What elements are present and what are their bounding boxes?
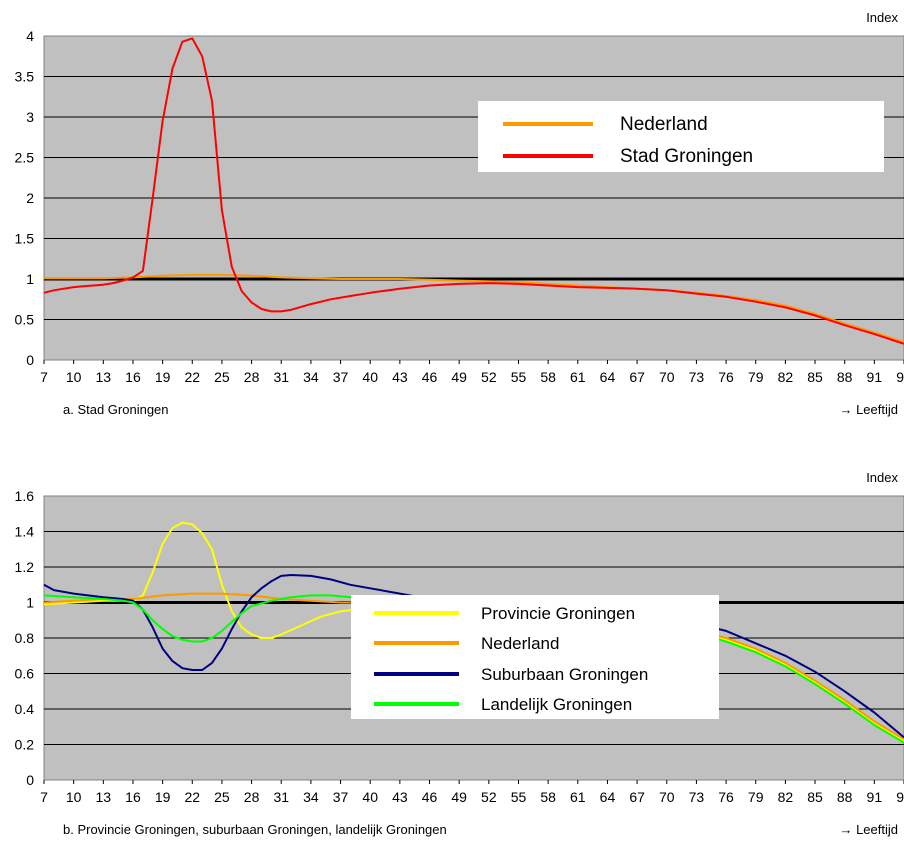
x-tick-label: 49 — [451, 789, 467, 805]
legend: Nederland Stad Groningen — [478, 101, 884, 172]
x-tick-label: 46 — [422, 789, 438, 805]
x-tick-label: 13 — [96, 789, 112, 805]
x-tick-label: 82 — [778, 789, 794, 805]
x-tick-label: 76 — [718, 789, 734, 805]
x-tick-label: 19 — [155, 369, 171, 385]
x-tick-label: 19 — [155, 789, 171, 805]
x-tick-label: 37 — [333, 789, 349, 805]
series-line-stad-groningen — [43, 37, 904, 345]
x-tick-label: 16 — [125, 789, 141, 805]
x-tick-label: 88 — [837, 369, 853, 385]
x-tick-label: 85 — [807, 789, 823, 805]
x-tick-label: 64 — [600, 369, 616, 385]
x-tick-label: 16 — [125, 369, 141, 385]
x-tick-label: 55 — [511, 789, 527, 805]
y-tick-label: 1.2 — [15, 559, 35, 575]
x-tick-label: 31 — [273, 789, 289, 805]
legend-label-suburbaan-groningen: Suburbaan Groningen — [481, 665, 648, 684]
x-tick-label: 40 — [362, 369, 378, 385]
x-tick-label: 52 — [481, 369, 497, 385]
x-tick-label: 25 — [214, 789, 230, 805]
x-tick-label: 34 — [303, 369, 319, 385]
x-tick-label: 91 — [867, 789, 883, 805]
x-tick-label: 49 — [451, 369, 467, 385]
x-tick-label: 55 — [511, 369, 527, 385]
y-tick-label: 0.2 — [15, 737, 35, 753]
y-tick-label: 0 — [26, 772, 34, 788]
x-tick-label: 70 — [659, 789, 675, 805]
x-tick-label: 91 — [867, 369, 883, 385]
x-tick-label: 58 — [540, 789, 556, 805]
y-tick-label: 0.8 — [15, 630, 35, 646]
y-tick-label: 1.4 — [15, 524, 35, 540]
legend-label-stad-groningen: Stad Groningen — [620, 146, 753, 167]
x-tick-label: 37 — [333, 369, 349, 385]
x-tick-label: 70 — [659, 369, 675, 385]
x-tick-label: 76 — [718, 369, 734, 385]
chart-caption: b. Provincie Groningen, suburbaan Gronin… — [63, 822, 447, 837]
x-tick-label: 10 — [66, 369, 82, 385]
legend: Provincie Groningen Nederland Suburbaan Gr… — [351, 595, 719, 719]
chart-caption: a. Stad Groningen — [63, 402, 169, 417]
chart-a: 0 0.5 1 1.5 2 2.5 3 3.5 4 7 10 13 16 19 22 25 28 31 34 37 40… — [15, 10, 904, 417]
series-line-nederland — [44, 273, 904, 344]
x-tick-label: 67 — [629, 789, 645, 805]
legend-box — [478, 101, 884, 172]
y-tick-label: 3.5 — [15, 69, 35, 85]
y-tick-label: 2 — [26, 190, 34, 206]
x-tick-label: 94 — [896, 789, 904, 805]
x-tick-label: 10 — [66, 789, 82, 805]
x-tick-label: 73 — [689, 369, 705, 385]
x-tick-label: 64 — [600, 789, 616, 805]
legend-label-provincie-groningen: Provincie Groningen — [481, 604, 635, 623]
x-tick-label: 7 — [40, 369, 48, 385]
y-tick-label: 0.5 — [15, 312, 35, 328]
x-tick-label: 52 — [481, 789, 497, 805]
y-axis-label: Index — [866, 470, 898, 485]
x-tick-label: 28 — [244, 369, 260, 385]
x-tick-label: 88 — [837, 789, 853, 805]
x-tick-label: 31 — [273, 369, 289, 385]
x-tick-label: 7 — [40, 789, 48, 805]
y-axis-label: Index — [866, 10, 898, 25]
x-tick-label: 43 — [392, 789, 408, 805]
y-tick-label: 0.6 — [15, 666, 35, 682]
y-tick-label: 1 — [26, 271, 34, 287]
legend-label-nederland: Nederland — [481, 634, 559, 653]
x-tick-label: 73 — [689, 789, 705, 805]
x-tick-label: 46 — [422, 369, 438, 385]
x-tick-label: 22 — [184, 789, 200, 805]
x-tick-label: 61 — [570, 369, 586, 385]
x-tick-label: 34 — [303, 789, 319, 805]
y-tick-label: 3 — [26, 109, 34, 125]
x-tick-label: 82 — [778, 369, 794, 385]
legend-label-landelijk-groningen: Landelijk Groningen — [481, 695, 632, 714]
x-tick-label: 61 — [570, 789, 586, 805]
x-tick-label: 13 — [96, 369, 112, 385]
x-tick-label: 79 — [748, 789, 764, 805]
x-tick-label: 79 — [748, 369, 764, 385]
x-tick-label: 85 — [807, 369, 823, 385]
x-tick-label: 67 — [629, 369, 645, 385]
y-tick-label: 0.4 — [15, 701, 35, 717]
x-tick-label: 43 — [392, 369, 408, 385]
x-tick-label: 94 — [896, 369, 904, 385]
x-axis-label: → Leeftijd — [839, 402, 898, 417]
x-tick-label: 58 — [540, 369, 556, 385]
y-tick-label: 0 — [26, 352, 34, 368]
y-tick-label: 2.5 — [15, 150, 35, 166]
y-tick-label: 4 — [26, 28, 34, 44]
x-tick-label: 28 — [244, 789, 260, 805]
chart-b: 0 0.2 0.4 0.6 0.8 1 1.2 1.4 1.6 7 10 13 16 19 22 25 28 31… — [15, 470, 904, 837]
legend-box — [351, 595, 719, 719]
y-tick-label: 1.6 — [15, 488, 35, 504]
x-tick-label: 25 — [214, 369, 230, 385]
y-tick-label: 1 — [26, 595, 34, 611]
x-axis-label: → Leeftijd — [839, 822, 898, 837]
legend-label-nederland: Nederland — [620, 114, 708, 135]
x-tick-label: 40 — [362, 789, 378, 805]
x-tick-label: 22 — [184, 369, 200, 385]
y-tick-label: 1.5 — [15, 231, 35, 247]
